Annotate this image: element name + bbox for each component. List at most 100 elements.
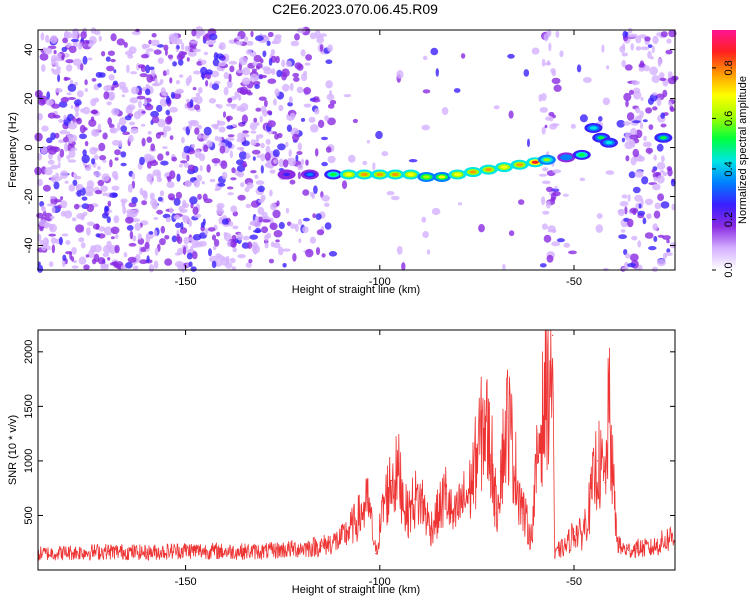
noise-blob <box>79 124 86 134</box>
noise-blob <box>39 53 49 61</box>
x-tick-label: -150 <box>175 276 197 288</box>
colorbar-tick-label: 0.8 <box>723 60 735 75</box>
noise-blob <box>656 97 662 107</box>
noise-blob <box>281 71 287 81</box>
noise-blob <box>308 116 316 123</box>
noise-blob <box>242 67 251 76</box>
noise-blob <box>582 77 592 83</box>
noise-blob <box>102 212 109 219</box>
noise-blob <box>213 239 220 247</box>
noise-blob <box>176 236 183 245</box>
noise-blob <box>553 84 562 92</box>
noise-blob <box>251 149 261 155</box>
noise-blob <box>91 128 100 137</box>
snr-point <box>616 536 618 538</box>
noise-blob <box>55 88 63 93</box>
noise-blob <box>84 88 89 92</box>
noise-blob <box>298 218 302 226</box>
noise-blob <box>661 155 665 163</box>
noise-blob <box>63 31 73 39</box>
noise-blob <box>478 224 485 233</box>
noise-blob <box>101 51 106 57</box>
noise-blob <box>292 252 297 262</box>
noise-blob <box>315 247 321 256</box>
noise-blob <box>562 193 570 197</box>
noise-blob <box>91 158 96 165</box>
noise-blob <box>47 159 55 165</box>
noise-blob <box>652 35 659 45</box>
noise-blob <box>151 115 160 124</box>
noise-blob <box>302 189 310 196</box>
noise-blob <box>64 142 68 152</box>
noise-blob <box>132 265 139 271</box>
snr-point <box>107 550 109 553</box>
noise-blob <box>54 56 63 62</box>
noise-blob <box>72 259 77 264</box>
noise-blob <box>74 81 78 86</box>
snr-point <box>495 512 497 514</box>
noise-blob <box>100 263 109 271</box>
noise-blob <box>302 226 309 234</box>
noise-blob <box>59 148 65 158</box>
noise-blob <box>275 239 280 243</box>
noise-blob <box>669 105 674 111</box>
noise-blob <box>83 264 90 271</box>
noise-blob <box>249 122 258 131</box>
noise-blob <box>315 213 322 221</box>
noise-blob <box>435 68 439 77</box>
noise-blob <box>645 147 653 154</box>
noise-blob <box>292 72 300 78</box>
noise-blob <box>200 59 207 65</box>
noise-blob <box>40 146 48 154</box>
noise-blob <box>190 266 197 272</box>
noise-blob <box>618 234 627 240</box>
noise-blob <box>102 192 108 197</box>
spectrogram-y-ticks: 40 20 0 -20 -40 <box>23 43 675 253</box>
noise-blob <box>310 124 319 133</box>
noise-blob <box>543 234 552 243</box>
noise-blob <box>82 106 91 115</box>
noise-blob <box>660 112 665 119</box>
noise-blob <box>67 113 74 121</box>
noise-blob <box>223 231 228 237</box>
noise-blob <box>269 222 278 231</box>
noise-blob <box>119 117 127 126</box>
noise-blob <box>254 77 260 81</box>
noise-blob <box>628 171 636 179</box>
noise-blob <box>85 254 90 258</box>
spectrogram-frame <box>37 29 676 271</box>
noise-blob <box>113 260 119 268</box>
noise-blob <box>140 246 147 253</box>
noise-blob <box>128 121 136 126</box>
noise-blob <box>56 66 61 71</box>
noise-blob <box>112 80 118 86</box>
noise-blob <box>237 254 246 259</box>
noise-blob <box>234 91 240 98</box>
noise-blob <box>133 111 141 120</box>
noise-blob <box>257 216 263 223</box>
noise-blob <box>201 72 205 80</box>
snr-point <box>608 405 610 407</box>
noise-blob <box>117 122 121 131</box>
noise-blob <box>64 180 69 184</box>
noise-blob <box>150 155 155 161</box>
noise-blob <box>441 107 449 115</box>
noise-blob <box>198 87 203 94</box>
noise-blob <box>278 221 285 230</box>
noise-blob <box>269 202 277 211</box>
noise-blob <box>64 210 73 219</box>
noise-blob <box>130 209 138 218</box>
noise-blob <box>250 139 257 146</box>
noise-blob <box>206 140 213 148</box>
noise-blob <box>640 198 644 206</box>
noise-blob <box>192 251 198 260</box>
noise-blob <box>134 222 141 231</box>
noise-blob <box>138 64 146 69</box>
noise-blob <box>119 86 128 90</box>
noise-blob <box>38 97 46 106</box>
colorbar-gradient <box>712 30 736 270</box>
noise-blob <box>460 53 466 59</box>
noise-blob <box>200 221 205 228</box>
noise-blob <box>250 30 254 38</box>
noise-blob <box>180 160 188 164</box>
